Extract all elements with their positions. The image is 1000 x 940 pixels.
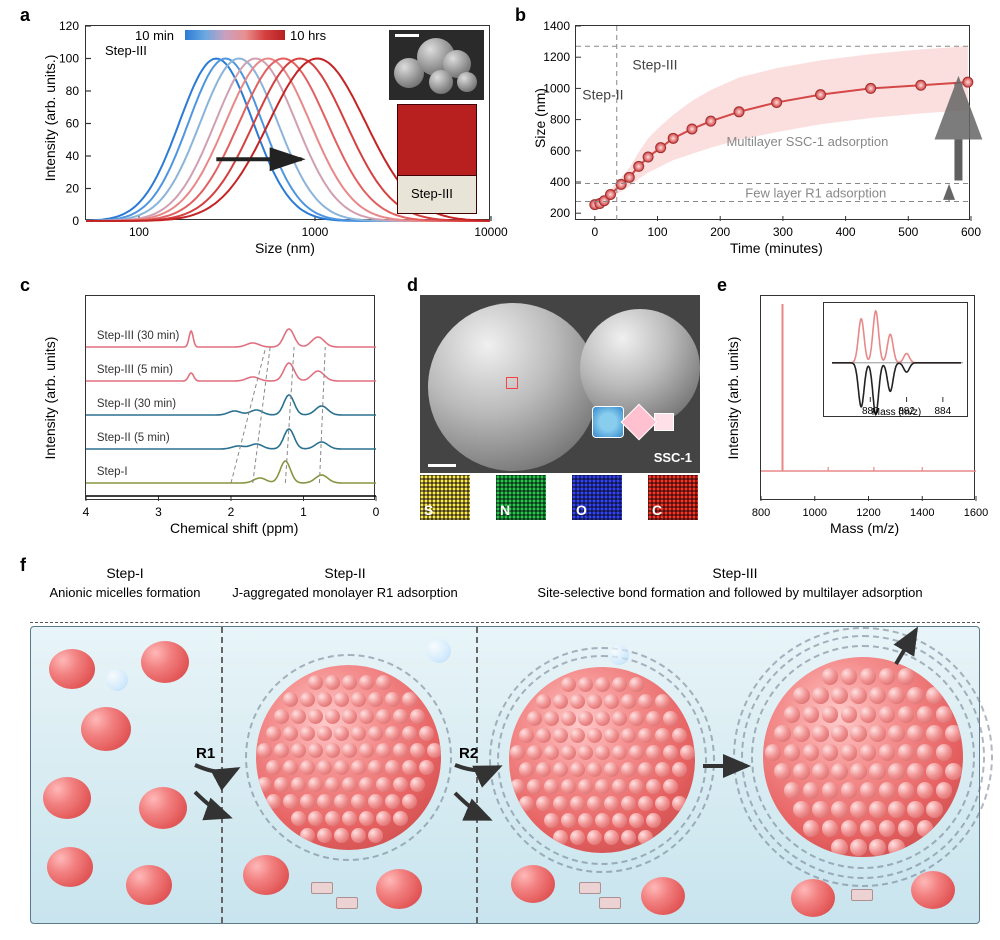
svg-text:0: 0	[591, 225, 598, 239]
svg-text:300: 300	[773, 225, 793, 239]
step2-sub: J-aggregated monolayer R1 adsorption	[220, 585, 470, 602]
panel-a-xlabel: Size (nm)	[255, 240, 315, 256]
panel-b: b 20040060080010001200140001002003004005…	[520, 10, 980, 260]
step2-title: Step-II	[280, 565, 410, 581]
element-o: O	[572, 475, 622, 520]
svg-text:Step-III (5 min): Step-III (5 min)	[97, 364, 173, 376]
element-c: C	[648, 475, 698, 520]
svg-text:200: 200	[550, 206, 570, 220]
svg-text:1000: 1000	[302, 225, 329, 239]
panel-b-label: b	[515, 5, 526, 26]
panel-f-label: f	[20, 555, 26, 576]
panel-e-xlabel: Mass (m/z)	[830, 520, 899, 536]
svg-text:Step-III (30 min): Step-III (30 min)	[97, 330, 180, 342]
svg-text:400: 400	[836, 225, 856, 239]
svg-text:800: 800	[550, 113, 570, 127]
gradient-right: 10 hrs	[290, 28, 326, 43]
svg-text:400: 400	[550, 175, 570, 189]
svg-text:600: 600	[550, 144, 570, 158]
panel-b-chart: 2004006008001000120014000100200300400500…	[575, 25, 970, 220]
panel-c-chart: 01234Step-IStep-II (5 min)Step-II (30 mi…	[85, 295, 375, 500]
r1-label: R1	[196, 745, 215, 762]
svg-text:884: 884	[935, 406, 952, 417]
svg-text:1600: 1600	[964, 507, 988, 519]
panel-a: a 020406080100120100100010000 Step-III 1…	[30, 10, 500, 260]
svg-text:800: 800	[752, 507, 770, 519]
svg-text:Step-II (5 min): Step-II (5 min)	[97, 432, 170, 444]
panel-c-svg: 01234Step-IStep-II (5 min)Step-II (30 mi…	[86, 296, 376, 501]
svg-text:1000: 1000	[803, 507, 827, 519]
panel-d-image: SSC-1	[420, 295, 700, 473]
svg-text:1200: 1200	[856, 507, 880, 519]
svg-text:0: 0	[72, 214, 79, 228]
panel-b-xlabel: Time (minutes)	[730, 240, 823, 256]
gradient-bar	[185, 30, 285, 40]
element-s: S	[420, 475, 470, 520]
panel-e-inset: 880882884Mass (m/z)	[823, 302, 968, 417]
svg-text:0: 0	[373, 505, 380, 519]
panel-a-step: Step-III	[105, 43, 147, 58]
panel-a-ylabel: Intensity (arb. units.)	[42, 38, 58, 198]
panel-e: e 8001000120014001600 880882884Mass (m/z…	[720, 280, 980, 540]
svg-text:200: 200	[710, 225, 730, 239]
panel-c-xlabel: Chemical shift (ppm)	[170, 520, 298, 536]
panel-e-ylabel: Intensity (arb. units)	[725, 323, 741, 473]
svg-text:60: 60	[66, 117, 80, 131]
mid-arrow	[699, 751, 759, 781]
element-n: N	[496, 475, 546, 520]
svg-text:Multilayer SSC-1 adsorption: Multilayer SSC-1 adsorption	[726, 134, 888, 149]
svg-text:3: 3	[155, 505, 162, 519]
svg-text:Step-I: Step-I	[97, 466, 128, 478]
svg-text:120: 120	[59, 19, 79, 33]
panel-d-label: d	[407, 275, 418, 296]
panel-e-inset-svg: 880882884Mass (m/z)	[824, 303, 969, 418]
svg-text:500: 500	[898, 225, 918, 239]
svg-text:40: 40	[66, 149, 80, 163]
panel-c-ylabel: Intensity (arb. units)	[42, 323, 58, 473]
svg-text:1400: 1400	[910, 507, 934, 519]
step3-sub: Site-selective bond formation and follow…	[480, 585, 980, 602]
step1-title: Step-I	[60, 565, 190, 581]
svg-text:100: 100	[59, 52, 79, 66]
panel-f-bg: R1 R2	[30, 626, 980, 924]
r1-arrow	[187, 757, 247, 827]
ssc-structure-icon	[592, 401, 692, 443]
panel-e-chart: 8001000120014001600 880882884Mass (m/z)	[760, 295, 975, 500]
svg-text:4: 4	[83, 505, 90, 519]
svg-text:Mass (m/z): Mass (m/z)	[872, 407, 921, 418]
gradient-left: 10 min	[135, 28, 174, 43]
svg-text:80: 80	[66, 84, 80, 98]
svg-text:10000: 10000	[474, 225, 508, 239]
panel-a-sem	[389, 30, 484, 100]
svg-text:Step-II (30 min): Step-II (30 min)	[97, 398, 176, 410]
panel-c: c 01234Step-IStep-II (5 min)Step-II (30 …	[30, 280, 380, 540]
panel-b-svg: 2004006008001000120014000100200300400500…	[576, 26, 971, 221]
svg-text:Step-III: Step-III	[632, 57, 677, 73]
step3-title: Step-III	[670, 565, 800, 581]
ssc-label: SSC-1	[654, 450, 692, 465]
r2-label: R2	[459, 745, 478, 762]
svg-text:1400: 1400	[543, 19, 570, 33]
svg-text:600: 600	[961, 225, 981, 239]
svg-text:Step-II: Step-II	[582, 86, 623, 102]
panel-d: d SSC-1 S N O C	[410, 280, 710, 540]
panel-a-label: a	[20, 5, 30, 26]
svg-text:20: 20	[66, 182, 80, 196]
panel-e-label: e	[717, 275, 727, 296]
svg-text:1: 1	[300, 505, 307, 519]
svg-text:100: 100	[647, 225, 667, 239]
svg-text:100: 100	[129, 225, 149, 239]
up-arrow	[886, 622, 936, 672]
step1-sub: Anionic micelles formation	[30, 585, 220, 602]
panel-f: f Step-I Anionic micelles formation Step…	[30, 560, 980, 930]
panel-a-cuvette	[397, 104, 477, 176]
cuvette-label: Step-III	[411, 186, 453, 201]
svg-text:Few layer R1 adsorption: Few layer R1 adsorption	[745, 186, 886, 201]
panel-b-ylabel: Size (nm)	[532, 48, 548, 188]
r2-arrow	[449, 755, 509, 827]
panel-c-label: c	[20, 275, 30, 296]
svg-text:2: 2	[228, 505, 235, 519]
panel-a-cuvette-bottom: Step-III	[397, 176, 477, 214]
